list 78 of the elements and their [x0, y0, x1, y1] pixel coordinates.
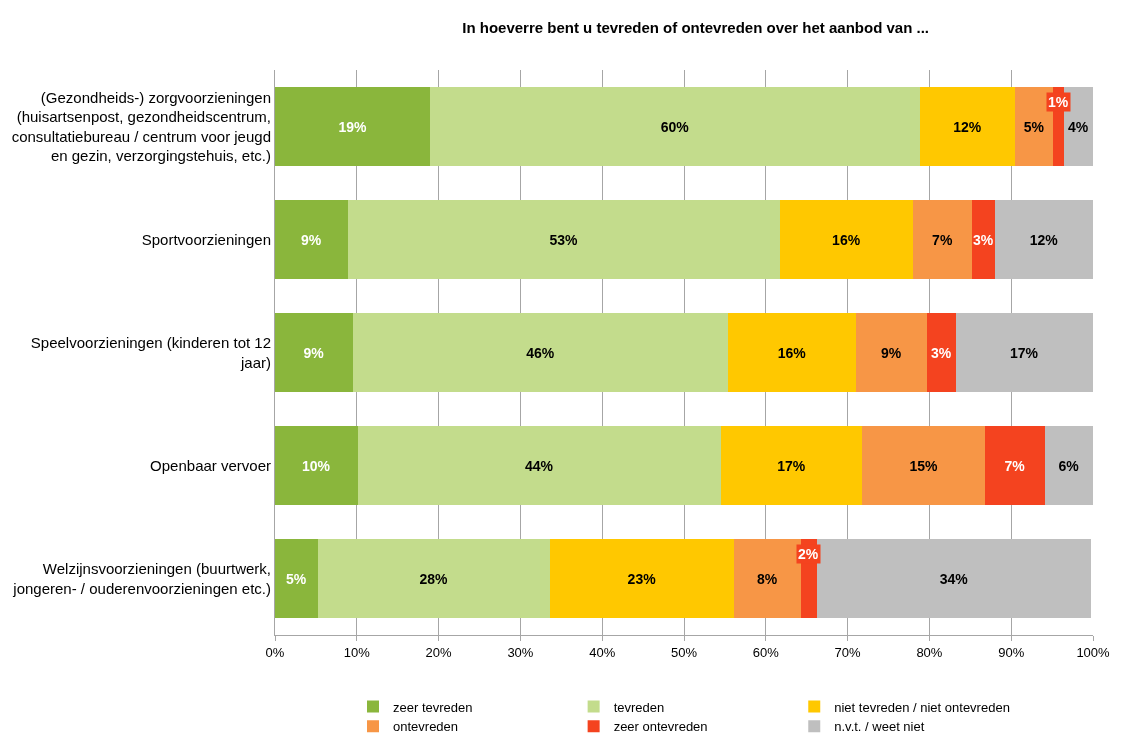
legend-label: ontevreden — [393, 719, 459, 735]
bar — [1044, 425, 1093, 506]
bar — [926, 312, 956, 393]
data-label: 7% — [1004, 457, 1026, 474]
data-label: 8% — [757, 570, 778, 587]
data-label: 5% — [1023, 118, 1045, 135]
bar — [955, 312, 1093, 393]
data-label: 4% — [1067, 118, 1089, 135]
bar — [913, 199, 972, 280]
bar — [275, 425, 358, 506]
x-tick-label: 90% — [998, 644, 1025, 660]
bar — [985, 425, 1045, 506]
data-label: 46% — [526, 344, 555, 361]
bar — [275, 86, 431, 167]
x-tick-label: 30% — [507, 644, 534, 660]
x-tick-label: 70% — [834, 644, 862, 660]
y-tick-label: Welzijnsvoorzieningen (buurtwerk, jongeren- / ouderenvoorzieningen etc.) — [12, 560, 271, 597]
data-label: 2% — [798, 546, 819, 562]
legend-label: zeer ontevreden — [613, 719, 708, 735]
bar — [430, 86, 920, 167]
x-tick-label: 10% — [343, 644, 371, 660]
bar — [994, 199, 1093, 280]
y-tick-label: (Gezondheids-) zorgvoorzieningen (huisartsenpost, gezondheidscentrum, consultatiebureau / centrum voor jeugd en gezin, verzorgingstehuis, etc.) — [11, 88, 271, 164]
bar — [275, 199, 348, 280]
x-tick-label: 20% — [425, 644, 453, 660]
data-label: 1% — [1048, 94, 1069, 110]
legend-label: n.v.t. / weet niet — [834, 719, 925, 735]
data-label: 9% — [880, 344, 902, 361]
data-label: 19% — [338, 118, 367, 135]
bar — [317, 538, 550, 619]
bar — [275, 538, 318, 619]
bar — [549, 538, 734, 619]
data-label: 6% — [1058, 457, 1080, 474]
bar — [720, 425, 863, 506]
bar — [275, 312, 353, 393]
chart-title: In hoeverre bent u tevreden of ontevreden over het aanbod van ... — [462, 19, 930, 37]
data-label: 10% — [302, 457, 331, 474]
data-label: 16% — [832, 231, 861, 248]
x-tick-label: 0% — [265, 644, 285, 660]
bar — [816, 538, 1092, 619]
data-label: 34% — [939, 570, 969, 587]
bar — [779, 199, 914, 280]
data-label: 15% — [909, 457, 938, 474]
y-tick-label: Sportvoorzieningen — [141, 230, 271, 248]
bar — [347, 199, 780, 280]
x-tick-label: 50% — [670, 644, 698, 660]
data-label: 17% — [1010, 344, 1039, 361]
data-label: 9% — [303, 344, 325, 361]
legend-label: tevreden — [613, 699, 665, 715]
legend-label: niet tevreden / niet ontevreden — [834, 699, 1010, 715]
x-tick-label: 80% — [916, 644, 943, 660]
data-label: 3% — [930, 344, 952, 361]
bar — [728, 312, 856, 393]
bar — [862, 425, 986, 506]
x-tick-label: 40% — [589, 644, 616, 660]
bar — [919, 86, 1016, 167]
data-label: 60% — [660, 118, 690, 135]
data-label: 7% — [932, 231, 953, 248]
x-tick-label: 60% — [752, 644, 780, 660]
x-tick-label: 100% — [1076, 644, 1111, 660]
data-label: 17% — [777, 457, 806, 474]
data-label: 23% — [627, 570, 657, 587]
bar — [352, 312, 729, 393]
data-label: 12% — [1029, 231, 1059, 248]
data-label: 12% — [953, 118, 982, 135]
data-label: 16% — [777, 344, 807, 361]
data-label: 28% — [419, 570, 448, 587]
bar — [357, 425, 721, 506]
bar — [971, 199, 995, 280]
bar — [855, 312, 927, 393]
y-tick-label: Openbaar vervoer — [150, 456, 271, 474]
y-tick-label: Speelvoorzieningen (kinderen tot 12 jaar) — [30, 334, 271, 371]
data-label: 53% — [549, 231, 579, 248]
legend-label: zeer tevreden — [393, 699, 473, 715]
data-label: 3% — [973, 231, 994, 248]
data-label: 44% — [524, 457, 554, 474]
data-label: 9% — [301, 231, 322, 248]
data-label: 5% — [285, 570, 307, 587]
